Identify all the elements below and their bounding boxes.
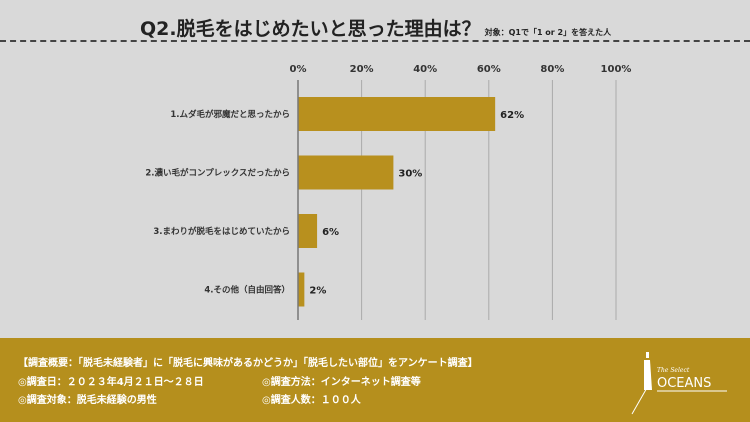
category-label: 2.濃い毛がコンプレックスだったから: [145, 168, 290, 179]
tick-label: 20%: [350, 64, 374, 75]
category-label: 3.まわりが脱毛をはじめていたから: [153, 226, 290, 237]
survey-date: ◎調査日：２０２３年4月２１日〜２８日: [18, 377, 204, 388]
survey-target: ◎調査対象：脱毛未経験の男性: [18, 395, 157, 406]
tick-label: 60%: [477, 64, 501, 75]
tick-label: 40%: [413, 64, 437, 75]
tick-label: 80%: [540, 64, 564, 75]
page-title: Q2.脱毛をはじめたいと思った理由は？ 対象：Q1で「1 or 2」を答えた人: [140, 14, 611, 41]
oceans-logo: The Select OCEANS: [631, 352, 727, 415]
bar-chart: 0% 20% 40% 60% 80% 100% 1.ムダ毛が邪魔だと思ったから 62% 2.濃い…: [145, 64, 632, 320]
data-label: 62%: [500, 110, 524, 121]
tick-label: 0%: [290, 64, 307, 75]
bar: [298, 272, 305, 307]
bar: [298, 214, 318, 248]
divider: [0, 40, 750, 42]
data-label: 30%: [398, 169, 422, 180]
category-label: 1.ムダ毛が邪魔だと思ったから: [170, 109, 290, 120]
survey-footer: 【調査概要：「脱毛未経験者」に「脱毛に興味があるかどうか」「脱毛したい部位」をア…: [0, 338, 750, 422]
bar: [298, 155, 394, 190]
survey-summary: 【調査概要：「脱毛未経験者」に「脱毛に興味があるかどうか」「脱毛したい部位」をア…: [18, 358, 478, 369]
data-label: 6%: [322, 227, 339, 238]
data-label: 2%: [309, 286, 326, 297]
subtitle: 対象：Q1で「1 or 2」を答えた人: [484, 28, 612, 37]
survey-method: ◎調査方法：インターネット調査等: [262, 377, 421, 388]
tick-label: 100%: [601, 64, 632, 75]
logo-text: OCEANS: [657, 376, 711, 391]
category-label: 4.その他（自由回答）: [204, 285, 290, 296]
logo-script: The Select: [657, 367, 690, 374]
title-text: Q2.脱毛をはじめたいと思った理由は？: [140, 18, 481, 40]
bar: [298, 97, 496, 131]
survey-count: ◎調査人数：１００人: [262, 395, 361, 406]
